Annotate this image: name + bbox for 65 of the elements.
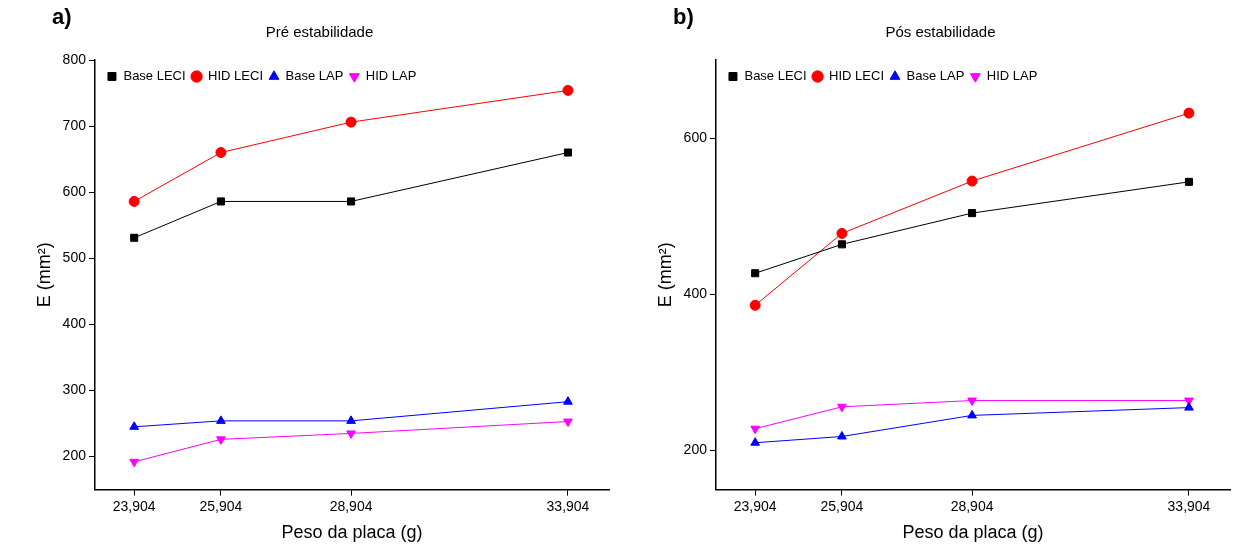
chart-title: Pré estabilidade [265,23,374,41]
point [1183,107,1195,119]
point [129,458,139,468]
legend-label: Base LAP [906,68,965,84]
y-tick-label: 400 [683,285,708,302]
x-tick-label: 33,904 [1167,497,1211,514]
point [1184,402,1194,411]
x-tick-label: 23,904 [733,497,777,514]
y-tick-label: 700 [62,116,87,133]
point [216,197,225,206]
x-tick-label: 33,904 [546,497,590,514]
point [216,436,226,445]
x-tick-label: 28,904 [329,497,373,514]
point [128,195,140,207]
point [345,116,357,128]
point [749,299,761,311]
y-tick-label: 600 [62,183,87,200]
point [836,227,848,239]
legend-label: HID LECI [208,68,264,84]
point [750,437,760,446]
point [563,148,572,157]
point [837,403,847,413]
point [347,197,356,206]
point [1184,177,1193,186]
point [562,84,574,96]
point [563,396,573,405]
legend-label: HID LAP [365,68,417,84]
x-tick-label: 25,904 [820,497,864,514]
point [129,421,139,430]
point [751,269,760,278]
x-tick-label: 28,904 [950,497,994,514]
point [967,397,977,407]
x-tick-label: 23,904 [112,497,156,514]
y-tick-label: 600 [683,128,708,145]
legend-label: HID LAP [986,68,1038,84]
y-tick-label: 400 [62,315,87,332]
point [346,415,356,424]
x-axis-title: Peso da placa (g) [902,522,1044,543]
point [968,209,977,218]
point [215,147,227,159]
x-tick-label: 25,904 [199,497,243,514]
point [346,430,356,439]
y-tick-label: 500 [62,249,87,266]
y-tick-label: 800 [62,50,87,67]
legend-label: Base LECI [744,68,807,84]
point [130,233,139,242]
point [966,175,978,187]
point [967,409,977,419]
legend-label: HID LECI [829,68,885,84]
y-tick-label: 200 [683,441,708,458]
point [563,418,573,428]
chart-title: Pós estabilidade [885,23,996,41]
y-tick-label: 200 [62,447,87,464]
point [837,430,847,440]
text: a) [52,4,72,30]
point [837,240,846,249]
x-axis-title: Peso da placa (g) [281,522,423,543]
point [216,415,226,424]
point [750,425,760,435]
y-tick-label: 300 [62,381,87,398]
y-axis-title: E (mm²) [654,242,675,308]
legend-label: Base LECI [123,68,186,84]
legend-label: Base LAP [285,68,344,84]
y-axis-title: E (mm²) [33,242,54,308]
text: b) [673,4,694,30]
